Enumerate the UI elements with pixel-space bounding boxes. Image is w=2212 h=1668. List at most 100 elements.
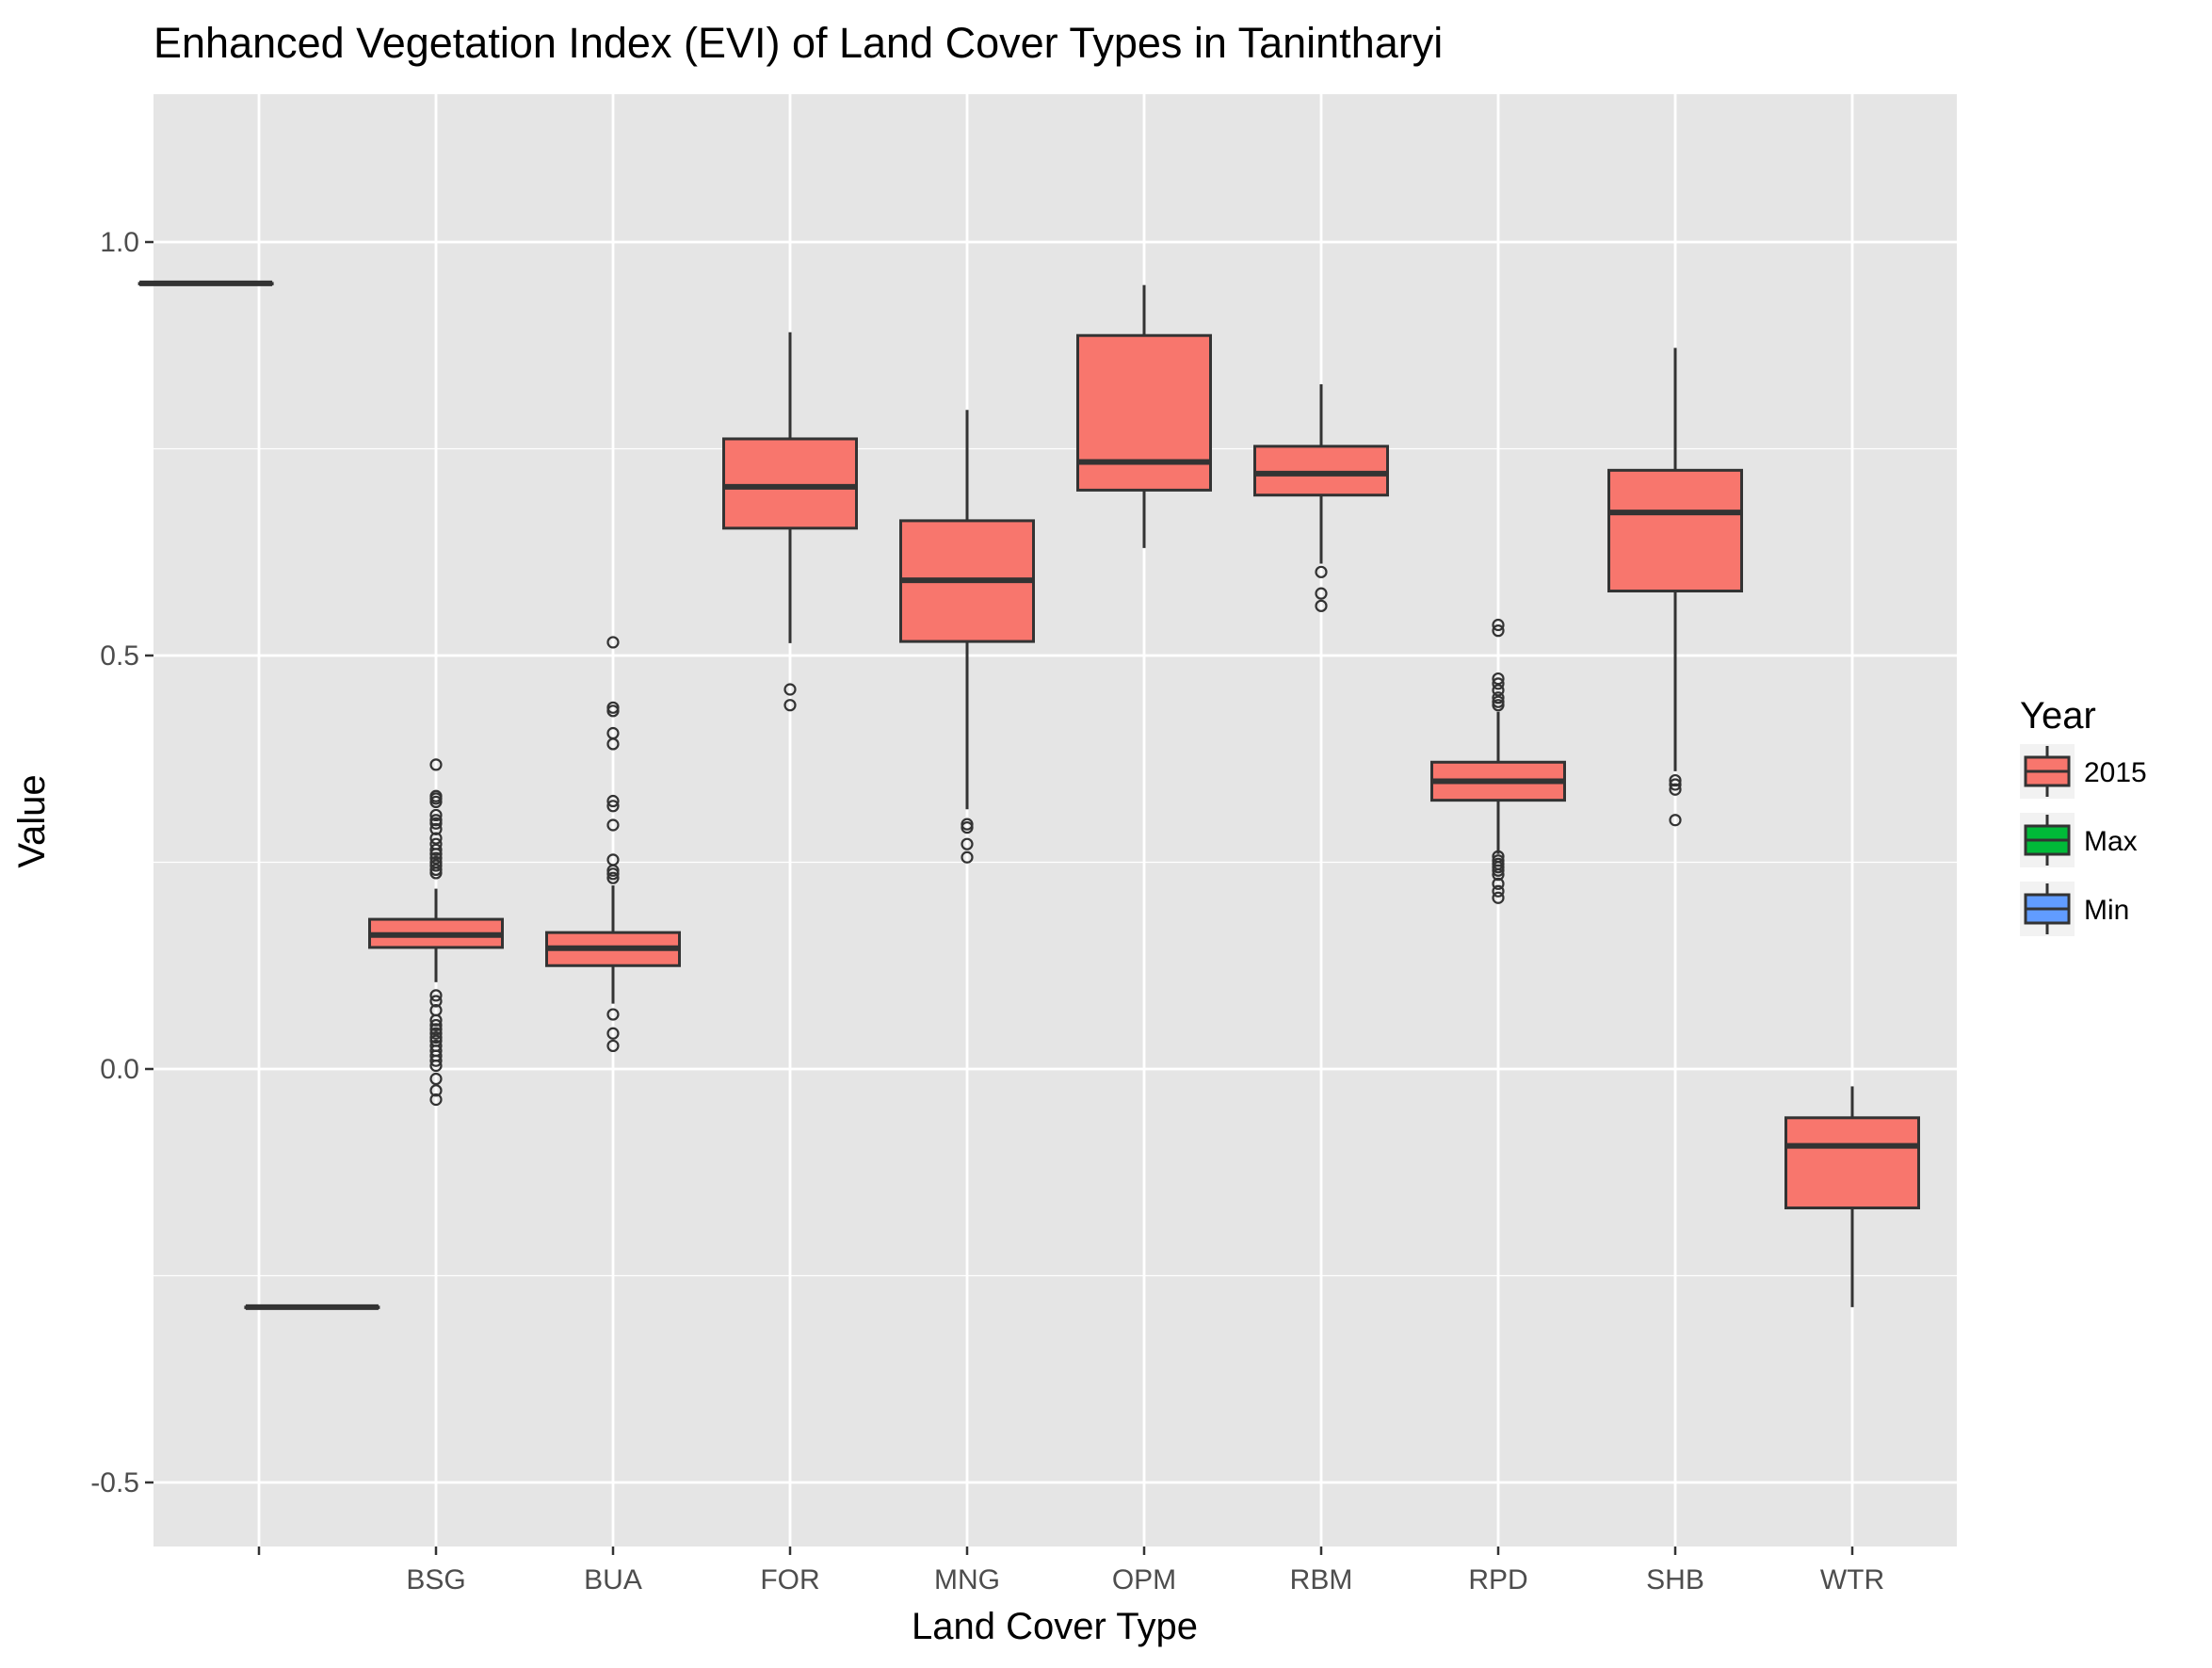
outlier-point: [429, 1072, 443, 1086]
outlier-point: [1315, 599, 1328, 612]
outlier-point: [429, 1084, 443, 1097]
outlier-point: [606, 1039, 620, 1053]
outlier-point: [606, 1008, 620, 1021]
outlier-point: [429, 817, 443, 830]
box-SHB: [1607, 348, 1743, 827]
outlier-point: [429, 795, 443, 809]
outlier-point: [1492, 868, 1505, 882]
outlier-point: [429, 758, 443, 771]
outlier-point: [1492, 884, 1505, 898]
outlier-point: [606, 737, 620, 751]
outlier-point: [429, 822, 443, 835]
box-body: [1253, 445, 1389, 497]
box-MNG: [899, 410, 1035, 864]
legend-entry-max: Max: [2020, 813, 2138, 867]
outlier-point: [1492, 684, 1505, 697]
outlier-point: [429, 1054, 443, 1067]
y-axis: -0.5 0.0 0.5 1.0: [90, 227, 153, 1498]
outlier-point: [1492, 618, 1505, 632]
outlier-point: [429, 859, 443, 872]
outlier-point: [1315, 565, 1328, 578]
outlier-point: [783, 699, 797, 712]
outlier-point: [1492, 877, 1505, 890]
chart-title: Enhanced Vegetation Index (EVI) of Land …: [153, 19, 1443, 67]
outlier-point: [1669, 783, 1682, 796]
outlier-point: [1492, 699, 1505, 712]
outlier-point: [1492, 672, 1505, 686]
box-body: [722, 437, 858, 530]
box-BUA: [545, 636, 681, 1053]
outlier-point: [429, 1013, 443, 1027]
box-body: [1784, 1116, 1920, 1210]
outlier-point: [429, 1023, 443, 1036]
outlier-point: [606, 704, 620, 718]
outlier-point: [429, 1027, 443, 1040]
outlier-point: [1315, 587, 1328, 600]
plot-panel: [153, 94, 1957, 1547]
legend-label: Max: [2084, 826, 2138, 857]
x-tick-label: WTR: [1820, 1564, 1884, 1595]
box-body: [1607, 468, 1743, 593]
outlier-point: [429, 832, 443, 845]
outlier-point: [1669, 773, 1682, 787]
legend: Year 2015 Max Min: [2020, 695, 2147, 936]
outlier-point: [429, 1093, 443, 1107]
outlier-point: [606, 871, 620, 884]
legend-label: 2015: [2084, 757, 2147, 788]
legend-entry-2015: 2015: [2020, 744, 2147, 799]
outlier-point: [606, 1027, 620, 1040]
outlier-point: [1492, 677, 1505, 690]
outlier-point: [429, 848, 443, 861]
x-tick-label: OPM: [1112, 1564, 1176, 1595]
outlier-point: [606, 800, 620, 813]
outlier-point: [429, 843, 443, 856]
outlier-point: [606, 867, 620, 881]
outlier-point: [1669, 814, 1682, 827]
outlier-point: [783, 683, 797, 696]
box-OPM: [1076, 284, 1212, 548]
outlier-point: [1492, 891, 1505, 904]
y-tick-label: -0.5: [90, 1467, 139, 1498]
y-tick-label: 1.0: [100, 227, 139, 258]
x-tick-label: MNG: [934, 1564, 1000, 1595]
x-tick-label: RBM: [1290, 1564, 1353, 1595]
box-RBM: [1253, 384, 1389, 612]
x-tick-label: BUA: [584, 1564, 642, 1595]
y-tick-label: 0.5: [100, 640, 139, 672]
x-axis: BSG BUA FOR MNG OPM RBM RPD SHB WTR: [257, 1547, 1884, 1595]
legend-entry-min: Min: [2020, 882, 2129, 936]
x-tick-label: SHB: [1646, 1564, 1704, 1595]
legend-title: Year: [2020, 695, 2096, 737]
outlier-point: [961, 821, 974, 834]
box-RPD: [1430, 618, 1566, 904]
outlier-point: [429, 866, 443, 880]
outlier-point: [429, 1018, 443, 1032]
outlier-point: [429, 989, 443, 1002]
y-tick-label: 0.0: [100, 1054, 139, 1085]
outlier-point: [429, 808, 443, 822]
outlier-point: [1669, 778, 1682, 791]
outlier-point: [429, 851, 443, 865]
outlier-point: [606, 794, 620, 808]
box-max: [137, 280, 274, 286]
outlier-point: [429, 995, 443, 1008]
box-plots: [137, 280, 1920, 1310]
x-tick-label: FOR: [760, 1564, 819, 1595]
outlier-point: [1492, 864, 1505, 877]
x-tick-label: RPD: [1468, 1564, 1527, 1595]
box-BSG: [368, 758, 504, 1107]
outlier-point: [429, 1059, 443, 1073]
outlier-point: [606, 636, 620, 649]
outlier-point: [1492, 624, 1505, 638]
box-FOR: [722, 332, 858, 712]
outlier-point: [1492, 691, 1505, 704]
outlier-point: [961, 837, 974, 850]
box-body: [1076, 333, 1212, 492]
box-min: [244, 1304, 380, 1310]
outlier-point: [606, 818, 620, 832]
legend-label: Min: [2084, 895, 2129, 926]
box-WTR: [1784, 1086, 1920, 1307]
y-axis-title: Value: [11, 774, 53, 867]
x-axis-title: Land Cover Type: [912, 1606, 1198, 1647]
